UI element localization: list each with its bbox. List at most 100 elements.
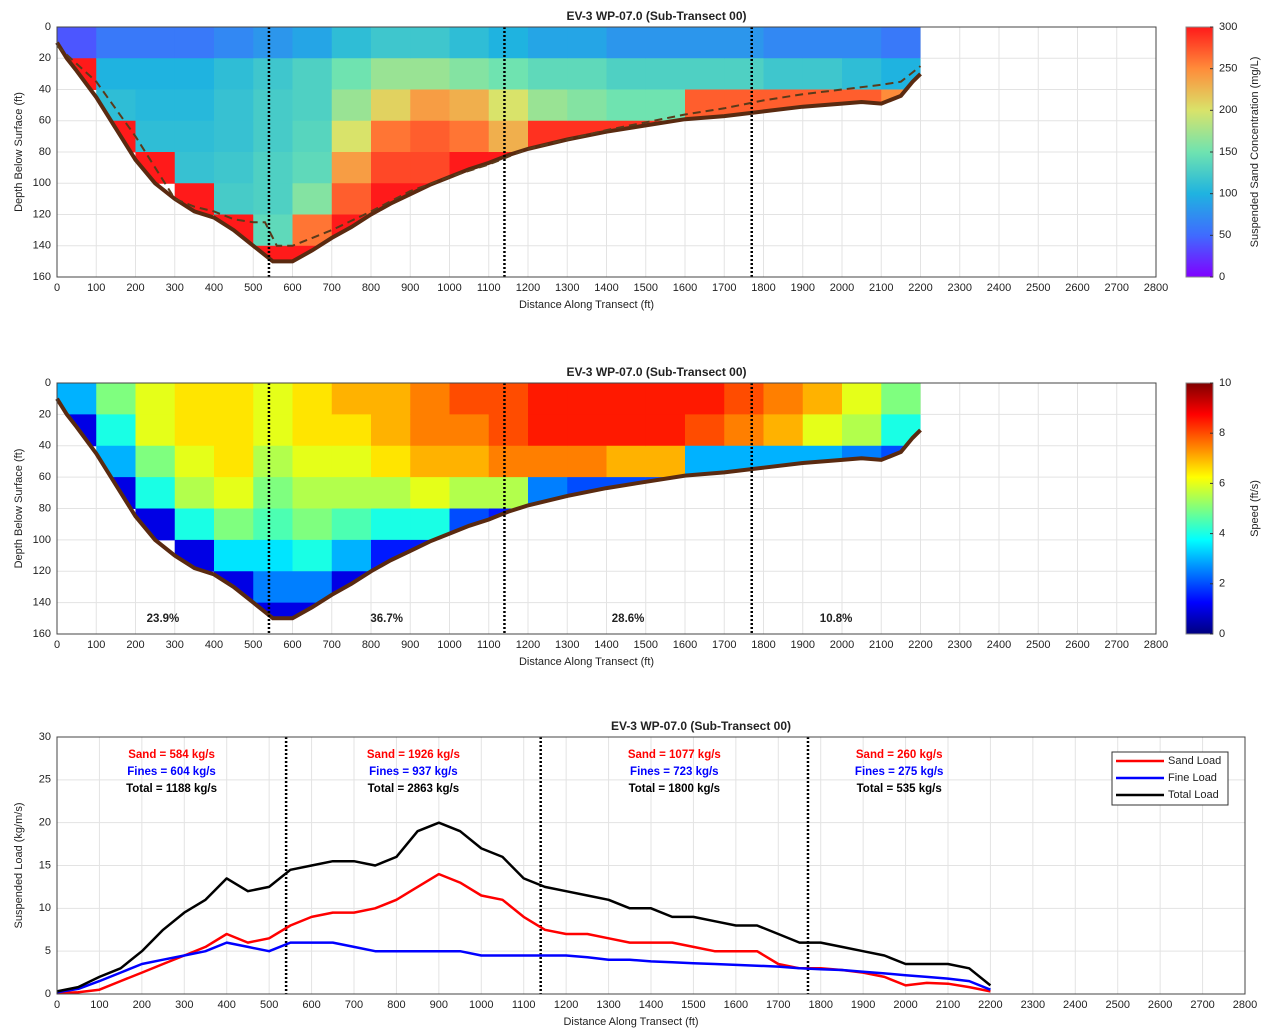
heatmap-cell — [410, 27, 450, 59]
heatmap-cell — [842, 414, 882, 447]
heatmap-cell — [214, 27, 254, 59]
section-label: Total = 1188 kg/s — [126, 783, 217, 795]
heatmap-cell — [253, 508, 293, 541]
heatmap-cell — [567, 414, 607, 447]
x-tick-label: 2400 — [987, 639, 1011, 651]
heatmap-cell — [135, 27, 176, 59]
heatmap-cell — [371, 152, 411, 184]
heatmap-cell — [449, 89, 490, 122]
heatmap-cell — [371, 27, 411, 59]
x-tick-label: 1800 — [751, 639, 775, 651]
heatmap-cell — [292, 414, 333, 447]
heatmap-cell — [685, 58, 725, 90]
chart-title: EV-3 WP-07.0 (Sub-Transect 00) — [611, 719, 791, 733]
heatmap-cell — [449, 27, 490, 59]
heatmap-cell — [371, 89, 411, 122]
section-label: Sand = 1077 kg/s — [628, 749, 721, 761]
heatmap-cell — [135, 383, 176, 415]
x-tick-label: 2700 — [1105, 639, 1129, 651]
heatmap-cell — [96, 27, 136, 59]
x-tick-label: 2600 — [1065, 282, 1089, 294]
heatmap-cell — [331, 89, 372, 122]
heatmap-cell — [685, 414, 725, 447]
legend-label: Total Load — [1168, 789, 1219, 801]
colorbar-tick-label: 2 — [1219, 578, 1225, 590]
heatmap-cell — [214, 414, 254, 447]
heatmap-cell — [567, 383, 607, 415]
colorbar-tick-label: 0 — [1219, 271, 1225, 283]
heatmap-cell — [645, 414, 686, 447]
heatmap-cell — [253, 383, 293, 415]
x-tick-label: 1500 — [681, 999, 705, 1011]
colorbar-tick-label: 300 — [1219, 21, 1237, 33]
x-tick-label: 1500 — [634, 639, 658, 651]
x-tick-label: 300 — [166, 282, 184, 294]
x-tick-label: 1700 — [766, 999, 790, 1011]
x-tick-label: 1000 — [437, 639, 461, 651]
heatmap-cell — [449, 58, 490, 90]
heatmap-cell — [331, 152, 372, 184]
x-tick-label: 2100 — [869, 282, 893, 294]
section-label: 10.8% — [820, 613, 853, 625]
legend-label: Fine Load — [1168, 772, 1217, 784]
x-tick-label: 200 — [126, 282, 144, 294]
x-tick-label: 1400 — [639, 999, 663, 1011]
x-tick-label: 2800 — [1233, 999, 1257, 1011]
y-tick-label: 160 — [33, 628, 51, 640]
heatmap-cell — [135, 58, 176, 90]
heatmap-cell — [292, 508, 333, 541]
heatmap-cell — [724, 58, 764, 90]
heatmap-cell — [410, 414, 450, 447]
heatmap-cell — [96, 414, 136, 447]
heatmap-cell — [214, 120, 254, 153]
heatmap-cell — [763, 27, 804, 59]
bed-line — [55, 397, 922, 621]
y-tick-label: 15 — [39, 859, 51, 871]
heatmap-cell — [488, 27, 529, 59]
heatmap-cell — [645, 89, 686, 122]
y-tick-label: 0 — [45, 988, 51, 1000]
x-tick-label: 2800 — [1144, 639, 1168, 651]
heatmap-cell — [214, 183, 254, 215]
heatmap-cell — [174, 414, 215, 447]
x-tick-label: 900 — [401, 639, 419, 651]
heatmap-cell — [174, 152, 215, 184]
x-tick-label: 100 — [87, 282, 105, 294]
heatmap-cell — [371, 383, 411, 415]
heatmap-cell — [488, 414, 529, 447]
x-tick-label: 2800 — [1144, 282, 1168, 294]
x-tick-label: 2200 — [908, 639, 932, 651]
colorbar-tick-label: 100 — [1219, 188, 1237, 200]
series-line — [56, 941, 991, 994]
y-axis-label: Depth Below Surface (ft) — [13, 92, 25, 212]
heatmap-cell — [645, 445, 686, 478]
heatmap-cell — [528, 89, 568, 122]
y-tick-label: 25 — [39, 774, 51, 786]
heatmap-cell — [724, 383, 764, 415]
heatmap-cell — [567, 89, 607, 122]
x-tick-label: 1200 — [554, 999, 578, 1011]
heatmap-cell — [214, 89, 254, 122]
x-tick-label: 1700 — [712, 282, 736, 294]
x-tick-label: 2100 — [936, 999, 960, 1011]
heatmap-cell — [528, 58, 568, 90]
heatmap-cell — [214, 58, 254, 90]
heatmap-cell — [292, 445, 333, 478]
colorbar-tick-label: 10 — [1219, 377, 1231, 389]
x-tick-label: 1100 — [512, 999, 536, 1011]
heatmap-cell — [174, 445, 215, 478]
x-tick-label: 0 — [54, 639, 60, 651]
heatmap-cell — [410, 383, 450, 415]
x-tick-label: 600 — [302, 999, 320, 1011]
colorbar-label: Speed (ft/s) — [1249, 480, 1261, 537]
heatmap-cell — [331, 183, 372, 215]
colorbar-tick-label: 0 — [1219, 628, 1225, 640]
heatmap-cell — [449, 477, 490, 509]
x-tick-label: 1400 — [594, 282, 618, 294]
y-tick-label: 120 — [33, 565, 51, 577]
x-tick-label: 100 — [90, 999, 108, 1011]
x-tick-label: 200 — [126, 639, 144, 651]
y-tick-label: 40 — [39, 440, 51, 452]
section-label: Total = 1800 kg/s — [629, 783, 721, 795]
y-tick-label: 30 — [39, 731, 51, 743]
